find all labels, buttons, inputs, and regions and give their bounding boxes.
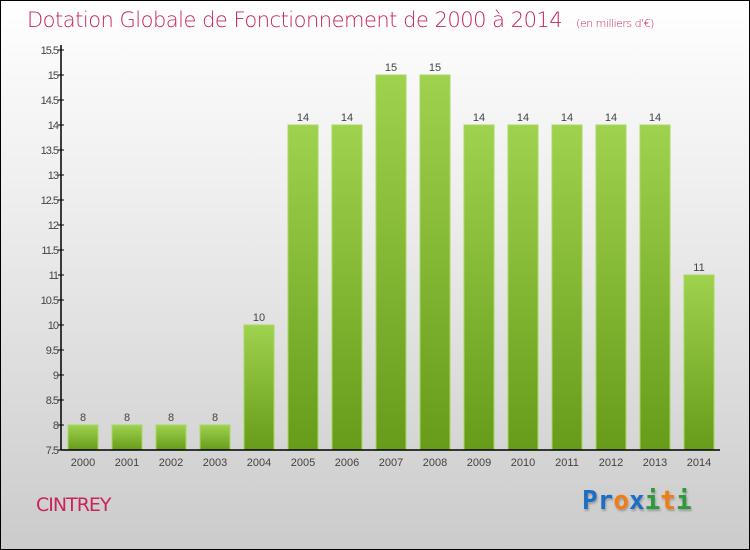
y-tick-label: 14.5 <box>41 95 59 107</box>
logo-letter: P <box>582 486 598 516</box>
bar <box>595 124 627 451</box>
y-tick-label: 15 <box>48 70 59 82</box>
y-tick-label: 13 <box>48 170 59 182</box>
y-tick-label: 12 <box>48 220 59 232</box>
bar <box>331 124 363 451</box>
logo-letter: r <box>597 486 614 516</box>
x-tick-label: 2003 <box>203 457 227 469</box>
bar-value-label: 14 <box>517 112 529 124</box>
y-tick-label: 15.5 <box>41 45 59 57</box>
x-tick-label: 2014 <box>687 457 711 469</box>
bar-value-label: 14 <box>649 112 661 124</box>
bar <box>419 74 451 451</box>
logo-letter: o <box>613 486 629 516</box>
x-tick-label: 2009 <box>467 457 491 469</box>
bar-value-label: 14 <box>605 112 617 124</box>
x-tick-label: 2006 <box>335 457 359 469</box>
chart-subtitle: (en milliers d'€) <box>576 17 654 30</box>
y-tick-label: 8 <box>53 420 59 432</box>
bar <box>551 124 583 451</box>
bar-value-label: 8 <box>168 412 174 424</box>
y-tick-label: 7.5 <box>46 445 59 457</box>
x-tick-label: 2001 <box>115 457 139 469</box>
x-tick-label: 2004 <box>247 457 271 469</box>
y-tick-label: 8.5 <box>46 395 59 407</box>
x-tick-label: 2010 <box>511 457 535 469</box>
bar-value-label: 15 <box>429 62 441 74</box>
bar-value-label: 8 <box>212 412 218 424</box>
bar <box>243 324 275 451</box>
x-tick-label: 2002 <box>159 457 183 469</box>
logo-letter: i <box>675 486 692 516</box>
bar <box>111 424 143 451</box>
bar <box>199 424 231 451</box>
y-tick-label: 9.5 <box>46 345 59 357</box>
y-tick-label: 13.5 <box>41 145 59 157</box>
bar <box>375 74 407 451</box>
bar-value-label: 11 <box>693 262 704 274</box>
x-tick-label: 2011 <box>555 457 579 469</box>
y-tick-label: 11 <box>49 270 59 282</box>
bar-value-label: 15 <box>385 62 397 74</box>
bar-value-label: 8 <box>124 412 130 424</box>
bar-value-label: 14 <box>561 112 573 124</box>
bar-value-label: 10 <box>253 312 265 324</box>
bar-value-label: 14 <box>297 112 309 124</box>
logo-letter: t <box>660 486 676 516</box>
bar <box>463 124 495 451</box>
x-tick-label: 2008 <box>423 457 447 469</box>
y-tick-label: 11.5 <box>41 245 58 257</box>
y-tick-label: 14 <box>48 120 59 132</box>
y-tick-label: 12.5 <box>41 195 59 207</box>
y-tick-label: 10 <box>48 320 59 332</box>
bar <box>683 274 715 451</box>
chart-title: Dotation Globale de Fonctionnement de 20… <box>27 8 654 32</box>
x-tick-label: 2007 <box>379 457 403 469</box>
bar <box>507 124 539 451</box>
x-tick-label: 2012 <box>599 457 623 469</box>
bar <box>639 124 671 451</box>
bar <box>287 124 319 451</box>
commune-name: CINTREY <box>36 494 112 516</box>
bar-value-label: 8 <box>80 412 86 424</box>
title-text: Dotation Globale de Fonctionnement de 20… <box>27 8 563 32</box>
x-tick-label: 2013 <box>643 457 667 469</box>
logo-letter: i <box>644 486 661 516</box>
logo-letter: x <box>628 486 645 516</box>
proxiti-logo: Proxiti <box>582 486 692 516</box>
bar-value-label: 14 <box>473 112 485 124</box>
x-tick-label: 2005 <box>291 457 315 469</box>
bar <box>67 424 99 451</box>
y-tick-label: 10.5 <box>41 295 59 307</box>
y-tick-label: 9 <box>53 370 59 382</box>
bar-value-label: 14 <box>341 112 353 124</box>
x-tick-label: 2000 <box>71 457 95 469</box>
bar <box>155 424 187 451</box>
